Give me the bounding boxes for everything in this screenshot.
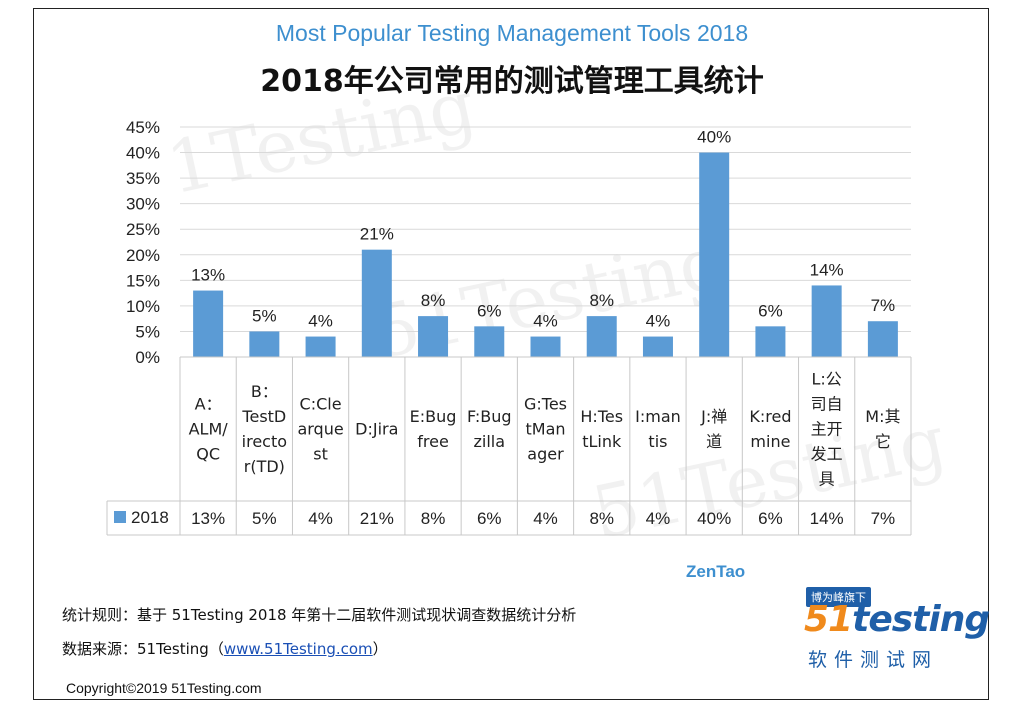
data-table: 2018 A： ALM/QC 13% B： TestD irecto r(TD) 5% C:Cle…: [106, 356, 912, 536]
data-label: 21%: [360, 225, 394, 244]
data-label: 4%: [308, 312, 333, 331]
zentao-annotation: ZenTao: [686, 562, 746, 581]
data-label: 13%: [191, 266, 225, 285]
bar: [530, 336, 561, 357]
chart-title: Most Popular Testing Management Tools 20…: [275, 20, 749, 46]
51testing-logo: 博为峰旗下 51testing 软件测试网: [800, 585, 990, 671]
table-value: 21%: [360, 509, 394, 528]
bar: [305, 336, 336, 357]
bar: [755, 326, 786, 357]
logo-wordmark-text: testing: [852, 599, 990, 640]
y-tick-label: 35%: [126, 169, 160, 188]
table-value: 4%: [646, 509, 671, 528]
data-label: 40%: [697, 128, 731, 147]
bar: [811, 285, 842, 357]
data-label: 6%: [758, 301, 783, 320]
data-label: 8%: [589, 291, 614, 310]
logo-wordmark-number: 51: [804, 599, 853, 640]
y-tick-label: 40%: [126, 144, 160, 163]
data-label: 6%: [477, 301, 502, 320]
y-tick-label: 0%: [135, 348, 160, 367]
table-value: 6%: [477, 509, 502, 528]
legend-swatch: [114, 511, 126, 523]
copyright: Copyright©2019 51Testing.com: [66, 680, 262, 696]
category-label: L:公司自主开发工具: [811, 370, 843, 489]
bars: [193, 152, 898, 357]
y-tick-label: 20%: [126, 246, 160, 265]
table-value: 4%: [308, 509, 333, 528]
y-axis-tick-labels: 0% 5% 10% 15% 20% 25% 30% 35% 40% 45%: [126, 118, 160, 367]
category-label: C:Cle arque st: [297, 395, 343, 464]
category-label: B： TestD irecto r(TD): [241, 382, 287, 476]
y-tick-label: 45%: [126, 118, 160, 137]
table-value: 4%: [533, 509, 558, 528]
footnote-source: 数据来源：51Testing（www.51Testing.com）: [62, 638, 388, 659]
bar: [193, 290, 224, 357]
data-label: 4%: [646, 312, 671, 331]
category-label: F:Bug zilla: [467, 407, 512, 451]
table-value: 13%: [191, 509, 225, 528]
y-tick-label: 25%: [126, 220, 160, 239]
data-label: 14%: [810, 260, 844, 279]
bar: [361, 249, 392, 357]
bar: [867, 321, 898, 357]
category-label: E:Bug free: [410, 407, 457, 451]
bar: [474, 326, 505, 357]
category-label: K:red mine: [749, 407, 791, 451]
table-value: 6%: [758, 509, 783, 528]
table-value: 8%: [421, 509, 446, 528]
category-label: D:Jira: [355, 420, 398, 439]
logo-subtitle: 软件测试网: [808, 649, 939, 671]
category-label: H:Tes tLink: [580, 407, 623, 451]
logo-badge: 博为峰旗下: [806, 587, 871, 607]
category-label: G:Tes tMan ager: [524, 395, 567, 464]
y-tick-label: 5%: [135, 322, 160, 341]
table-value: 7%: [871, 509, 896, 528]
footnote-rule: 统计规则：基于 51Testing 2018 年第十二届软件测试现状调查数据统计…: [62, 606, 577, 624]
table-value: 5%: [252, 509, 277, 528]
bar: [642, 336, 673, 357]
bar: [699, 152, 730, 357]
y-tick-label: 15%: [126, 271, 160, 290]
footnote-source-prefix: 数据来源：51Testing（: [62, 640, 224, 658]
category-label: A： ALM/QC: [189, 395, 229, 464]
chart-subtitle: 2018年公司常用的测试管理工具统计: [260, 64, 764, 99]
category-label: I:man tis: [635, 407, 681, 451]
chart-frame: [33, 8, 989, 700]
y-tick-label: 30%: [126, 195, 160, 214]
footnote-source-suffix: ）: [372, 640, 388, 658]
table-value: 14%: [810, 509, 844, 528]
legend-label: 2018: [131, 508, 169, 527]
bar: [249, 331, 280, 357]
bar: [586, 316, 617, 357]
logo-wordmark: 51testing: [804, 599, 990, 640]
y-tick-label: 10%: [126, 297, 160, 316]
data-label: 5%: [252, 306, 277, 325]
table-value: 8%: [589, 509, 614, 528]
table-value: 40%: [697, 509, 731, 528]
data-label: 7%: [871, 296, 896, 315]
bar: [418, 316, 449, 357]
data-label: 4%: [533, 312, 558, 331]
data-label: 8%: [421, 291, 446, 310]
source-link[interactable]: www.51Testing.com: [223, 640, 373, 658]
gridlines: [180, 126, 911, 358]
bar-data-labels: 13% 5% 4% 21% 8% 6% 4% 8% 4% 40% 6% 14% 7%: [191, 128, 895, 331]
category-label: M:其它: [865, 407, 900, 451]
category-label: J:禅道: [700, 407, 727, 451]
